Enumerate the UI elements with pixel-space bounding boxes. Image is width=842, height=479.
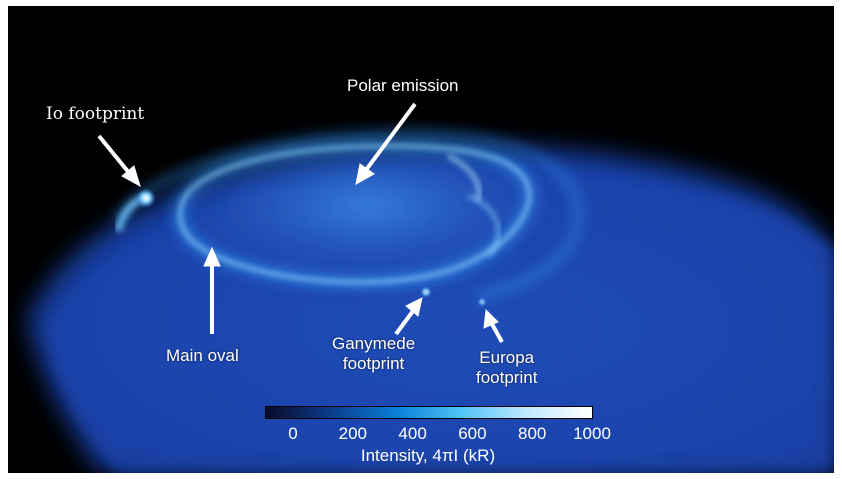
arrow-main-oval	[203, 246, 221, 334]
main-oval-label: Main oval	[166, 346, 239, 365]
europa-label-line2: footprint	[476, 368, 538, 387]
arrow-io-footprint	[97, 134, 141, 188]
colorbar-tick-label: 0	[288, 424, 298, 443]
arrow-ganymede-footprint	[394, 297, 423, 336]
ganymede-label-line2: footprint	[342, 354, 405, 373]
io-footprint-label: Io footprint	[46, 104, 145, 124]
colorbar-tick-label: 1000	[573, 424, 611, 443]
colorbar-title: Intensity, 4πI (kR)	[360, 446, 496, 465]
polar-emission-label: Polar emission	[347, 76, 459, 95]
main-oval-line	[178, 144, 531, 284]
arrow-europa-footprint	[483, 308, 504, 343]
europa-footprint-label: Europa footprint	[476, 348, 537, 388]
europa-label-line1: Europa	[479, 348, 535, 367]
europa-footprint-spot	[477, 297, 487, 307]
intensity-colorbar	[265, 406, 593, 419]
ganymede-label-line1: Ganymede	[332, 334, 416, 353]
polar-region	[158, 126, 578, 286]
colorbar-tick-label: 800	[518, 424, 547, 443]
ganymede-footprint-spot	[420, 286, 432, 298]
arrow-polar-emission	[355, 102, 417, 185]
colorbar-tick-label: 600	[458, 424, 487, 443]
aurora-image	[8, 6, 834, 473]
io-footprint-spot	[136, 188, 156, 208]
aurora-uv-image	[28, 102, 834, 473]
ganymede-footprint-label: Ganymede footprint	[332, 334, 415, 374]
colorbar-tick-label: 200	[338, 424, 367, 443]
colorbar-tick-label: 400	[398, 424, 427, 443]
